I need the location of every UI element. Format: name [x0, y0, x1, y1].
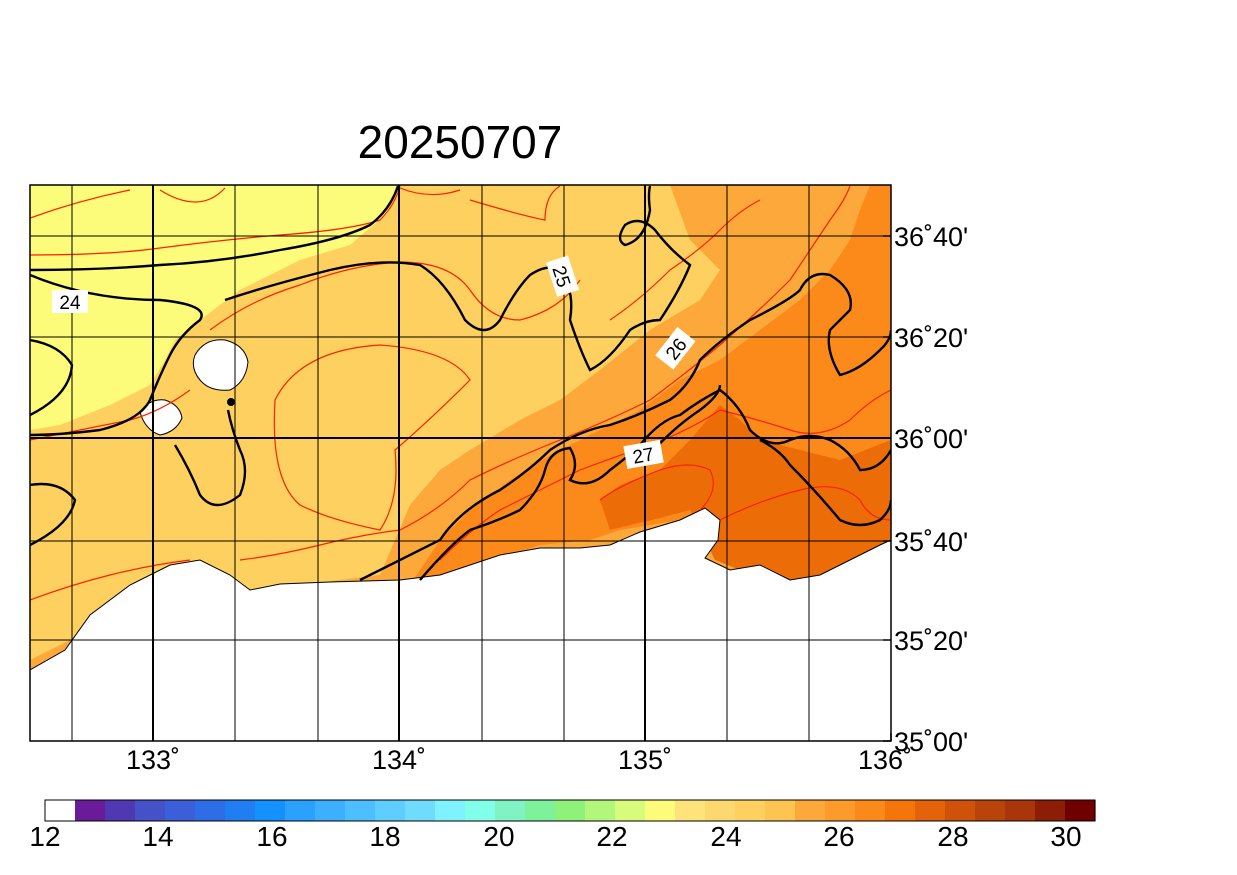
colorbar-cell — [585, 800, 616, 821]
colorbar-cell — [105, 800, 136, 821]
lat-label-36-20: 36˚20' — [894, 323, 968, 353]
colorbar-label: 26 — [823, 821, 854, 852]
colorbar-cell — [195, 800, 226, 821]
lat-label-36-00: 36˚00' — [894, 424, 968, 454]
lat-label-35-00: 35˚00' — [894, 727, 968, 757]
colorbar-cell — [45, 800, 76, 821]
colorbar-label: 20 — [483, 821, 514, 852]
colorbar-cell — [255, 800, 286, 821]
colorbar-cell — [945, 800, 976, 821]
colorbar-cell — [765, 800, 796, 821]
contour-label-27: 27 — [623, 439, 664, 469]
colorbar-label: 18 — [369, 821, 400, 852]
colorbar-cell — [465, 800, 496, 821]
colorbar-label: 24 — [710, 821, 741, 852]
grid-minor — [30, 185, 891, 741]
island-dogo — [192, 339, 249, 391]
colorbar-label: 30 — [1050, 821, 1081, 852]
colorbar-cell — [405, 800, 436, 821]
colorbar-cell — [435, 800, 466, 821]
contour-label-25: 25 — [546, 255, 580, 297]
colorbar-cell — [915, 800, 946, 821]
colorbar-label: 14 — [142, 821, 173, 852]
station-marker — [227, 398, 235, 406]
colorbar-cell — [495, 800, 526, 821]
colorbar-label: 28 — [937, 821, 968, 852]
colorbar-cell — [735, 800, 766, 821]
lat-label-36-40: 36˚40' — [894, 222, 968, 252]
colorbar-cell — [1065, 800, 1096, 821]
colorbar-cell — [135, 800, 166, 821]
colorbar-cell — [285, 800, 316, 821]
map-title: 20250707 — [358, 116, 563, 168]
lon-label-133: 133˚ — [126, 745, 180, 775]
colorbar-cell — [705, 800, 736, 821]
colorbar-frame — [44, 799, 1096, 822]
colorbar-cell — [555, 800, 586, 821]
colorbar-label: 12 — [29, 821, 60, 852]
colorbar-labels: 12 14 16 18 20 22 24 26 28 30 — [29, 821, 1081, 852]
svg-text:27: 27 — [631, 444, 655, 468]
contour-label-24: 24 — [52, 290, 88, 314]
map-frame — [29, 184, 892, 742]
colorbar-cell — [1005, 800, 1036, 821]
colorbar-cell — [975, 800, 1006, 821]
colorbar-cell — [675, 800, 706, 821]
colorbar-cell — [1035, 800, 1066, 821]
colorbar-cell — [525, 800, 556, 821]
lon-label-134: 134˚ — [372, 745, 426, 775]
colorbar-cell — [855, 800, 886, 821]
lon-label-135: 135˚ — [618, 745, 672, 775]
lat-label-35-40: 35˚40' — [894, 527, 968, 557]
colorbar — [45, 800, 1096, 821]
colorbar-cell — [315, 800, 346, 821]
colorbar-cell — [375, 800, 406, 821]
colorbar-cell — [795, 800, 826, 821]
colorbar-cell — [645, 800, 676, 821]
land-mask — [30, 507, 891, 741]
colorbar-cell — [885, 800, 916, 821]
sst-band-27-28 — [600, 405, 891, 590]
colorbar-label: 22 — [596, 821, 627, 852]
colorbar-cell — [75, 800, 106, 821]
lon-label-136: 136˚ — [858, 745, 912, 775]
sst-band-23-24 — [30, 185, 400, 430]
colorbar-cell — [825, 800, 856, 821]
axis-ticks — [152, 235, 892, 742]
colorbar-cell — [345, 800, 376, 821]
colorbar-cell — [225, 800, 256, 821]
svg-text:24: 24 — [59, 293, 81, 314]
map-panel: 24 25 26 27 — [30, 185, 891, 741]
colorbar-label: 16 — [256, 821, 287, 852]
colorbar-cell — [165, 800, 196, 821]
colorbar-cell — [615, 800, 646, 821]
lat-label-35-20: 35˚20' — [894, 626, 968, 656]
